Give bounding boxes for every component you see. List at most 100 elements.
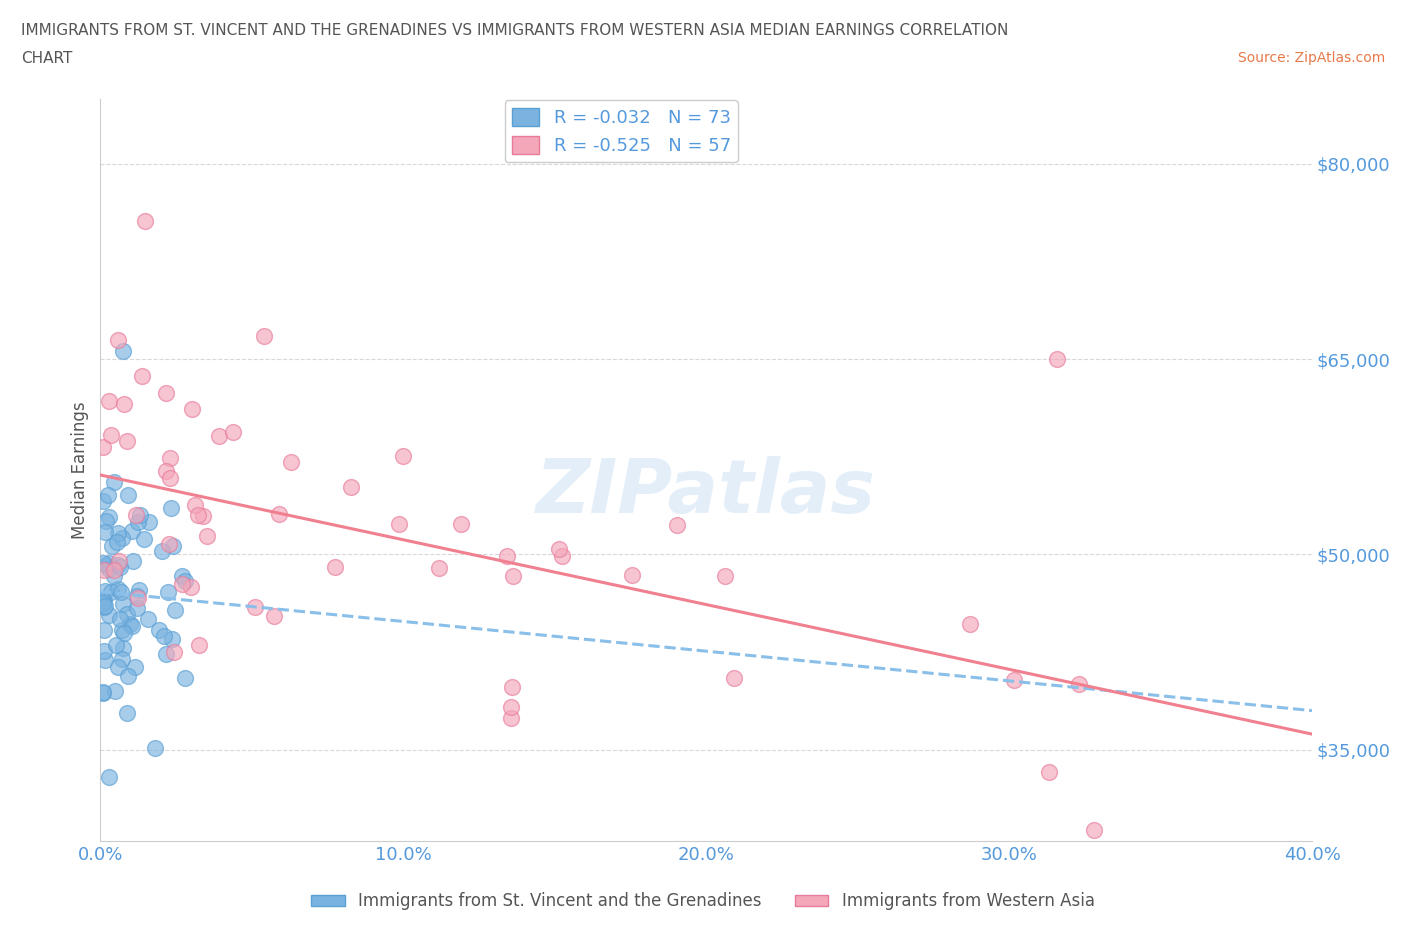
Point xyxy=(665,518,688,533)
Point xyxy=(1067,677,1090,692)
Point xyxy=(94,653,117,668)
Point xyxy=(187,507,209,522)
Point xyxy=(103,563,125,578)
Point xyxy=(111,622,134,637)
Point xyxy=(120,617,142,631)
Point xyxy=(111,652,134,667)
Point xyxy=(127,515,149,530)
Point xyxy=(94,599,117,614)
Point xyxy=(93,596,115,611)
Point xyxy=(501,680,523,695)
Point xyxy=(127,589,149,604)
Point xyxy=(103,569,125,584)
Point xyxy=(160,500,183,515)
Point xyxy=(93,592,115,607)
Point xyxy=(105,534,128,549)
Point xyxy=(107,333,129,348)
Point xyxy=(125,601,148,616)
Point xyxy=(93,493,115,508)
Point xyxy=(174,671,197,685)
Point xyxy=(127,591,149,605)
Point xyxy=(280,454,302,469)
Point xyxy=(93,563,115,578)
Text: ZIPatlas: ZIPatlas xyxy=(536,456,876,528)
Point xyxy=(108,553,131,568)
Point xyxy=(97,393,120,408)
Point xyxy=(117,488,139,503)
Point xyxy=(1002,672,1025,687)
Point xyxy=(108,612,131,627)
Legend: R = -0.032   N = 73, R = -0.525   N = 57: R = -0.032 N = 73, R = -0.525 N = 57 xyxy=(505,100,738,163)
Point xyxy=(93,684,115,699)
Point xyxy=(148,623,170,638)
Point xyxy=(94,513,117,528)
Point xyxy=(163,644,186,659)
Point xyxy=(502,569,524,584)
Point xyxy=(723,671,745,685)
Point xyxy=(132,532,155,547)
Point xyxy=(98,770,121,785)
Point xyxy=(170,577,193,591)
Point xyxy=(157,537,180,551)
Point xyxy=(94,525,117,539)
Point xyxy=(121,524,143,538)
Point xyxy=(392,448,415,463)
Point xyxy=(107,659,129,674)
Point xyxy=(124,659,146,674)
Point xyxy=(222,424,245,439)
Point xyxy=(115,606,138,621)
Point xyxy=(104,637,127,652)
Point xyxy=(193,509,215,524)
Text: Source: ZipAtlas.com: Source: ZipAtlas.com xyxy=(1237,51,1385,65)
Point xyxy=(1038,764,1060,779)
Legend: Immigrants from St. Vincent and the Grenadines, Immigrants from Western Asia: Immigrants from St. Vincent and the Gren… xyxy=(305,885,1101,917)
Point xyxy=(103,474,125,489)
Point xyxy=(180,402,202,417)
Point xyxy=(195,529,218,544)
Point xyxy=(112,343,135,358)
Point xyxy=(208,429,231,444)
Point xyxy=(162,538,184,553)
Point xyxy=(150,543,173,558)
Point xyxy=(111,597,134,612)
Point xyxy=(183,498,205,512)
Point xyxy=(501,700,523,715)
Point xyxy=(713,569,735,584)
Point xyxy=(243,600,266,615)
Point xyxy=(165,603,187,618)
Point xyxy=(174,574,197,589)
Point xyxy=(117,706,139,721)
Point xyxy=(93,600,115,615)
Point xyxy=(110,585,132,600)
Point xyxy=(104,684,127,698)
Text: CHART: CHART xyxy=(21,51,73,66)
Point xyxy=(93,555,115,570)
Point xyxy=(93,592,115,607)
Point xyxy=(180,580,202,595)
Point xyxy=(117,669,139,684)
Point xyxy=(97,608,120,623)
Point xyxy=(170,569,193,584)
Point xyxy=(450,516,472,531)
Point xyxy=(97,488,120,503)
Point xyxy=(501,711,523,725)
Point xyxy=(107,558,129,573)
Point xyxy=(94,557,117,572)
Point xyxy=(496,549,519,564)
Point xyxy=(267,507,290,522)
Point xyxy=(1083,823,1105,838)
Point xyxy=(100,585,122,600)
Point xyxy=(100,538,122,553)
Point xyxy=(159,471,181,485)
Point xyxy=(427,560,450,575)
Point xyxy=(93,644,115,658)
Point xyxy=(98,561,121,576)
Point xyxy=(112,397,135,412)
Point xyxy=(388,517,411,532)
Point xyxy=(111,530,134,545)
Point xyxy=(121,553,143,568)
Point xyxy=(340,480,363,495)
Point xyxy=(153,629,176,644)
Point xyxy=(131,369,153,384)
Point xyxy=(97,555,120,570)
